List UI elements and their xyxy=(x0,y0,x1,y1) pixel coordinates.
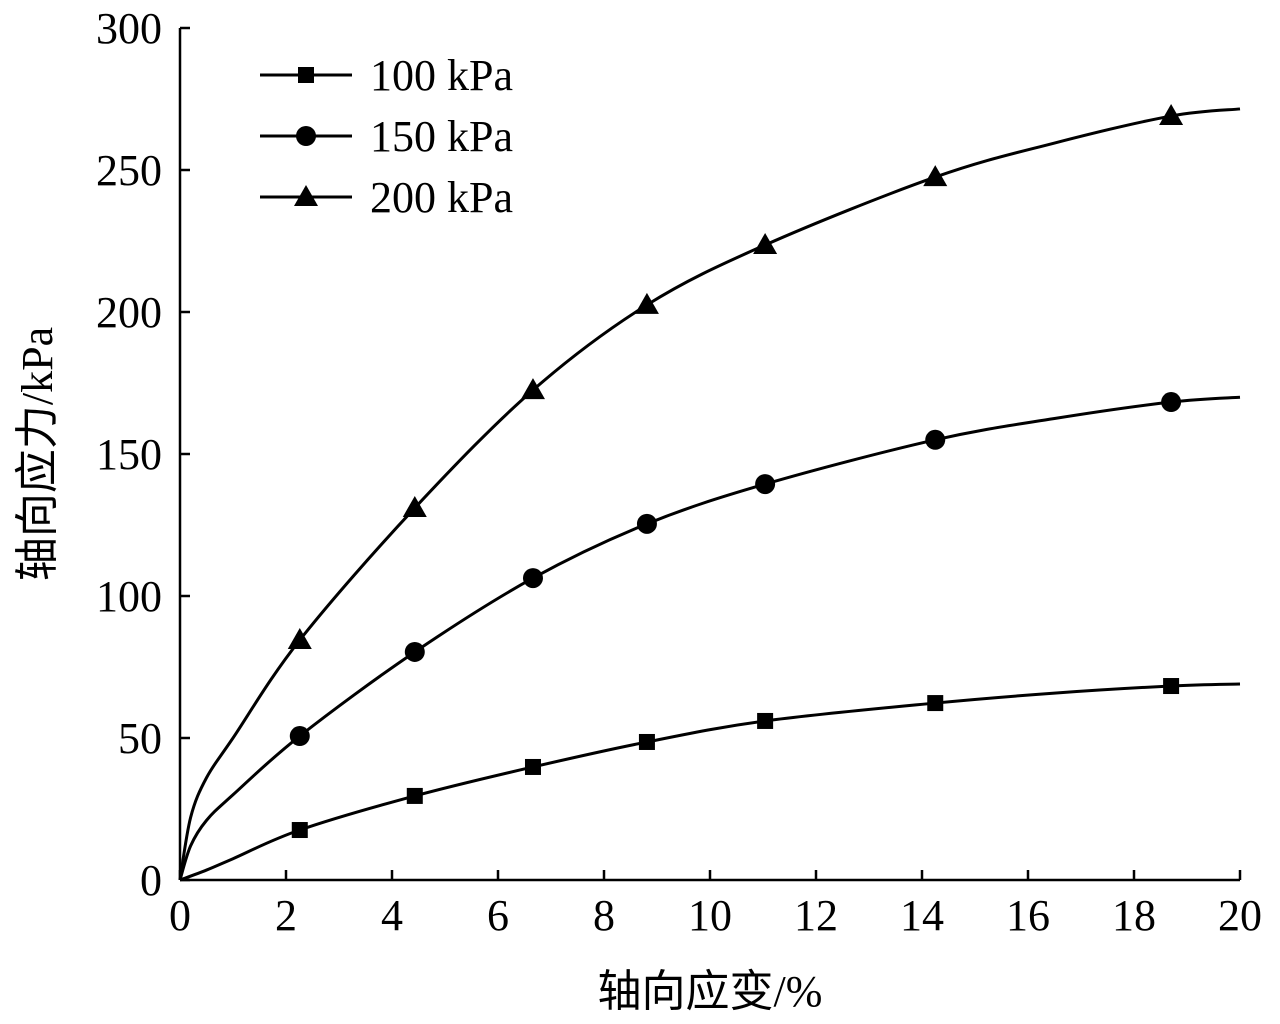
x-tick-label: 8 xyxy=(593,891,615,940)
data-point xyxy=(925,429,946,450)
data-point xyxy=(287,628,312,650)
y-tick-label: 250 xyxy=(96,146,162,195)
legend-marker-circle xyxy=(296,126,316,146)
x-tick-label: 14 xyxy=(900,891,944,940)
series-line xyxy=(179,682,1241,882)
series-line xyxy=(178,107,1241,881)
data-point xyxy=(404,641,425,662)
x-tick-label: 2 xyxy=(275,891,297,940)
data-point xyxy=(634,292,659,314)
data-point xyxy=(755,474,776,495)
data-point xyxy=(291,822,308,839)
y-tick-label: 0 xyxy=(140,856,162,905)
legend-item: 100 kPa xyxy=(260,51,513,100)
legend-item: 200 kPa xyxy=(260,173,513,222)
data-point xyxy=(1163,678,1180,695)
x-tick-label: 6 xyxy=(487,891,509,940)
data-point xyxy=(636,513,657,534)
legend-marker-square xyxy=(298,67,314,83)
y-tick-label: 200 xyxy=(96,288,162,337)
data-point xyxy=(522,568,543,589)
x-tick-label: 16 xyxy=(1006,891,1050,940)
series-150-kpa xyxy=(178,392,1241,881)
x-tick-label: 0 xyxy=(169,891,191,940)
legend-label: 150 kPa xyxy=(370,112,513,161)
series-100-kpa xyxy=(179,678,1241,882)
data-point xyxy=(520,378,545,400)
data-point xyxy=(402,495,427,517)
legend: 100 kPa 150 kPa 200 kPa xyxy=(260,51,513,222)
data-point xyxy=(289,726,310,747)
data-point xyxy=(638,733,655,750)
y-tick-label: 100 xyxy=(96,572,162,621)
y-tick-label: 50 xyxy=(118,714,162,763)
series-line xyxy=(178,395,1241,881)
x-tick-label: 18 xyxy=(1112,891,1156,940)
data-point xyxy=(1161,392,1182,413)
legend-marker-triangle xyxy=(294,185,318,206)
y-tick-label: 150 xyxy=(96,430,162,479)
data-point xyxy=(1159,104,1184,126)
x-tick-label: 12 xyxy=(794,891,838,940)
data-point xyxy=(406,787,423,804)
y-axis-label: 轴向应力/kPa xyxy=(13,327,62,581)
x-axis-label: 轴向应变/% xyxy=(598,967,823,1016)
data-point xyxy=(927,695,944,712)
y-tick-label: 300 xyxy=(96,4,162,53)
series-group xyxy=(178,104,1241,882)
x-tick-label: 10 xyxy=(688,891,732,940)
x-tick-label: 20 xyxy=(1218,891,1262,940)
data-point xyxy=(524,758,541,775)
x-tick-label: 4 xyxy=(381,891,403,940)
series-200-kpa xyxy=(178,104,1241,881)
data-point xyxy=(753,232,778,254)
legend-item: 150 kPa xyxy=(260,112,513,161)
data-point xyxy=(757,712,774,729)
legend-label: 100 kPa xyxy=(370,51,513,100)
legend-label: 200 kPa xyxy=(370,173,513,222)
data-point xyxy=(923,165,948,187)
